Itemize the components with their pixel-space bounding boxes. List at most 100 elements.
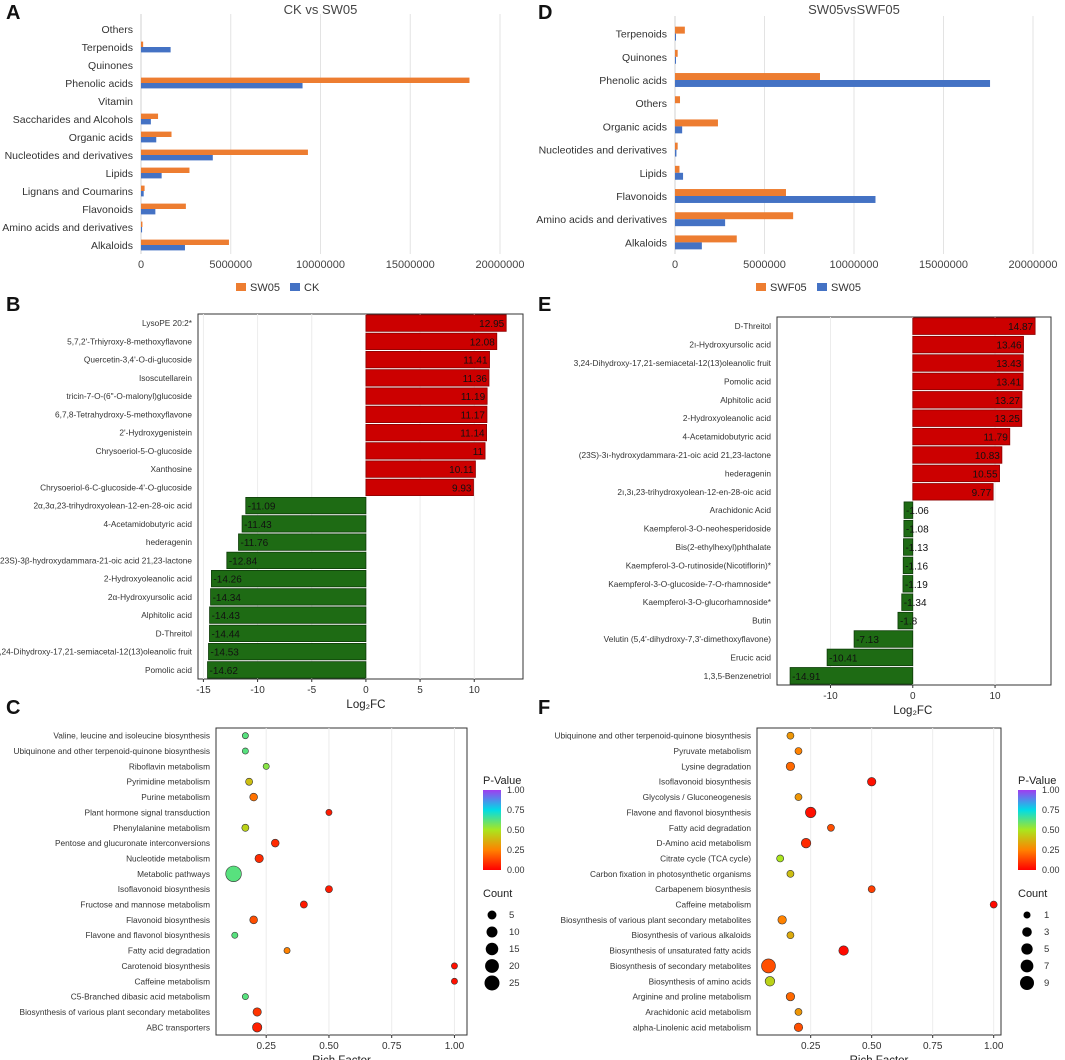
colorbar <box>1018 790 1036 870</box>
chart-title: CK vs SW05 <box>284 2 358 17</box>
bubble-ubiquinone-and-other-terpenoid-quinone-biosynthesis <box>241 747 249 755</box>
category-label-pyruvate-metabolism: Pyruvate metabolism <box>674 746 752 756</box>
x-tick-label: 10000000 <box>830 259 879 271</box>
bar-2-hydroxyursolic-acid <box>912 335 1024 354</box>
category-label-fatty-acid-degradation: Fatty acid degradation <box>128 946 210 956</box>
bubble-biosynthesis-of-amino-acids <box>764 976 776 987</box>
bar-swf05-amino-acids-and-derivatives <box>675 212 794 220</box>
bar-sw05-alkaloids <box>141 239 229 245</box>
category-label-2-3-23-trihydroxyolean-12-en-28-oic-acid: 2α,3α,23-trihydroxyolean-12-en-28-oic ac… <box>33 501 192 511</box>
bar-sw05-alkaloids <box>675 242 702 250</box>
bar-d-threitol <box>209 624 367 642</box>
plot-frame <box>215 727 468 1036</box>
bar-swf05-quinones <box>675 49 678 57</box>
bubble-carbapenem-biosynthesis <box>867 885 876 894</box>
bar-6-7-8-tetrahydroxy-5-methoxyflavone <box>365 405 488 423</box>
category-label-2-hydroxyursolic-acid: 2ı-Hydroxyursolic acid <box>689 340 771 350</box>
category-label-alphitolic-acid: Alphitolic acid <box>141 610 192 620</box>
colorbar-tick-label: 0.25 <box>1042 845 1060 855</box>
size-legend-dot <box>487 910 497 920</box>
x-axis-title: Log₂FC <box>893 705 932 717</box>
category-label-lysope-20-2: LysoPE 20:2* <box>142 318 193 328</box>
bar-swf05-flavonoids <box>675 189 786 196</box>
value-label-kaempferol-3-o-glucorhamnoside: -1.34 <box>904 598 927 609</box>
bar-kaempferol-3-o-glucorhamnoside <box>901 593 914 611</box>
category-label-pentose-and-glucuronate-interconversions: Pentose and glucuronate interconversions <box>55 838 210 848</box>
bar-sw05-terpenoids <box>141 41 144 47</box>
x-tick-label: 0.75 <box>923 1041 943 1052</box>
bar-sw05-terpenoids <box>675 33 676 41</box>
bar-swf05-phenolic-acids <box>675 73 820 80</box>
bar-2-hydroxygenistein <box>365 424 487 442</box>
category-label-amino-acids-and-derivatives: Amino acids and derivatives <box>536 214 667 226</box>
x-axis-title: Rich Factor <box>850 1055 909 1060</box>
bubble-ubiquinone-and-other-terpenoid-quinone-biosynthesis <box>786 731 795 740</box>
bubble-nucleotide-metabolism <box>254 853 264 863</box>
x-tick-label: 1.00 <box>445 1041 465 1052</box>
category-label-saccharides-and-alcohols: Saccharides and Alcohols <box>13 114 133 126</box>
bar-sw05-amino-acids-and-derivatives <box>675 219 726 227</box>
size-legend-label: 3 <box>1044 927 1049 938</box>
category-label-alpha-linolenic-acid-metabolism: alpha-Linolenic acid metabolism <box>633 1022 751 1032</box>
category-label-fatty-acid-degradation: Fatty acid degradation <box>669 823 751 833</box>
bar-ck-lignans-and-coumarins <box>141 191 144 197</box>
bubble-caffeine-metabolism <box>451 977 458 985</box>
bubble-arachidonic-acid-metabolism <box>794 1008 803 1016</box>
category-label-2-hydroxygenistein: 2'-Hydroxygenistein <box>119 428 192 438</box>
bar-erucic-acid <box>826 648 914 667</box>
bubble-d-amino-acid-metabolism <box>800 838 812 849</box>
x-tick-label: -15 <box>196 685 211 696</box>
legend-label-swf05: SWF05 <box>770 282 807 294</box>
bar-sw05-nucleotides-and-derivatives <box>141 149 308 155</box>
bar-sw05-quinones <box>675 56 676 64</box>
value-label-4-acetamidobutyric-acid: -11.43 <box>244 520 272 531</box>
x-axis-title: Rich Factor <box>312 1055 371 1060</box>
category-label-alphitolic-acid: Alphitolic acid <box>720 395 771 405</box>
value-label-quercetin-3-4-o-di-glucoside: 11.41 <box>463 356 488 367</box>
bar-hederagenin <box>238 533 367 551</box>
category-label-phenylalanine-metabolism: Phenylalanine metabolism <box>113 823 210 833</box>
value-label-hederagenin: -11.76 <box>241 538 269 549</box>
x-tick-label: 20000000 <box>1009 259 1058 271</box>
value-label-alphitolic-acid: 13.27 <box>995 396 1020 407</box>
bar-xanthosine <box>365 460 476 478</box>
bubble-arginine-and-proline-metabolism <box>785 992 795 1002</box>
bar-sw05-saccharides-and-alcohols <box>141 113 159 119</box>
bar-pomolic-acid <box>912 372 1024 391</box>
bar-ck-flavonoids <box>141 209 156 215</box>
bar-2-3-23-trihydroxyolean-12-en-28-oic-acid <box>912 483 994 501</box>
category-label-butin: Butin <box>752 616 771 626</box>
category-label-kaempferol-3-o-rutinoside-nicotiflorin: Kaempferol-3-O-rutinoside(Nicotiflorin)* <box>626 560 772 570</box>
x-tick-label: 10 <box>469 685 481 696</box>
category-label-alkaloids: Alkaloids <box>625 237 667 249</box>
bubble-metabolic-pathways <box>225 865 242 882</box>
x-tick-label: 5000000 <box>743 259 786 271</box>
bar-4-acetamidobutyric-acid <box>241 515 367 533</box>
bubble-isoflavonoid-biosynthesis <box>325 885 333 894</box>
x-tick-label: 10 <box>989 691 1001 702</box>
value-label-bis-2-ethylhexyl-phthalate: -1.13 <box>905 543 928 554</box>
category-label-nucleotides-and-derivatives: Nucleotides and derivatives <box>5 150 133 162</box>
category-label-flavone-and-flavonol-biosynthesis: Flavone and flavonol biosynthesis <box>626 807 751 817</box>
bar-kaempferol-3-o-rutinoside-nicotiflorin <box>902 556 914 575</box>
x-tick-label: 0.25 <box>256 1041 276 1052</box>
category-label-others: Others <box>101 24 133 36</box>
value-label-6-7-8-tetrahydroxy-5-methoxyflavone: 11.17 <box>461 410 486 421</box>
bubble-fatty-acid-degradation <box>283 947 291 954</box>
bar-sw05-lipids <box>675 172 684 180</box>
size-legend-label: 5 <box>1044 944 1049 955</box>
bar-swf05-terpenoids <box>675 26 685 34</box>
category-label-d-threitol: D-Threitol <box>156 628 193 638</box>
bubble-alpha-linolenic-acid-metabolism <box>793 1022 804 1032</box>
chart-title: SW05vsSWF05 <box>808 2 900 17</box>
category-label-kaempferol-3-o-glucoside-7-o-rhamnoside: Kaempferol-3-O-glucoside-7-O-rhamnoside* <box>608 579 772 589</box>
category-label-fructose-and-mannose-metabolism: Fructose and mannose metabolism <box>80 900 210 910</box>
value-label-isoscutellarein: 11.36 <box>463 374 488 385</box>
size-legend-label: 9 <box>1044 978 1049 989</box>
category-label-valine-leucine-and-isoleucine-biosynthesis: Valine, leucine and isoleucine biosynthe… <box>53 731 210 741</box>
bar-bis-2-ethylhexyl-phthalate <box>903 538 914 556</box>
x-tick-label: -10 <box>823 691 838 702</box>
x-tick-label: -10 <box>250 685 265 696</box>
